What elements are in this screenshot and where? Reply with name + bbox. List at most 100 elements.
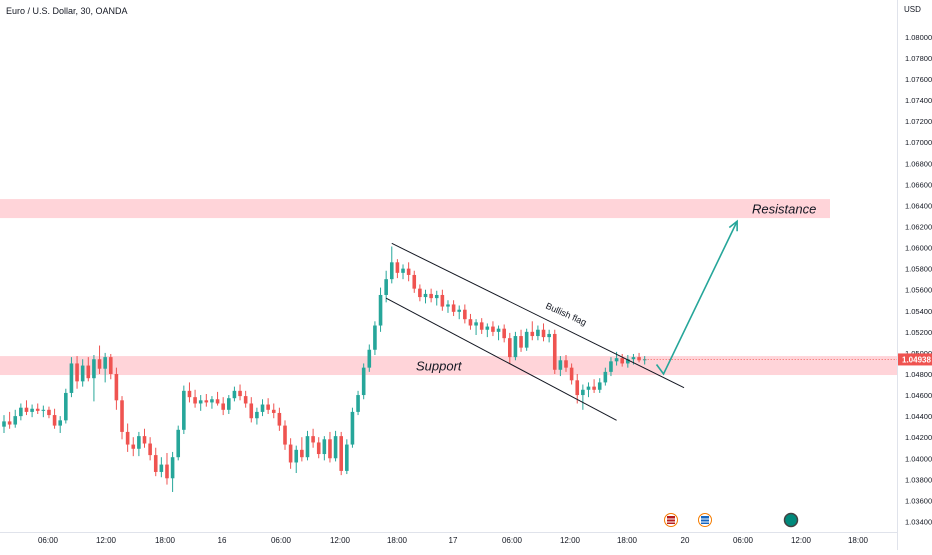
candle-body bbox=[412, 274, 417, 289]
candle-body bbox=[581, 389, 585, 396]
y-tick-label: 1.06400 bbox=[905, 201, 932, 210]
price-axis-divider bbox=[897, 0, 898, 550]
candle-body bbox=[182, 390, 186, 430]
candle-body bbox=[541, 329, 546, 338]
candle-body bbox=[637, 357, 641, 361]
candle-body bbox=[75, 363, 79, 382]
y-tick-label: 1.04400 bbox=[905, 412, 932, 421]
candle-body bbox=[609, 361, 613, 372]
us-flag-icon[interactable] bbox=[664, 513, 678, 527]
last-price-tag bbox=[898, 353, 932, 366]
candle-body bbox=[153, 455, 158, 472]
candle-body bbox=[468, 319, 473, 326]
candle-body bbox=[7, 421, 12, 425]
candle-body bbox=[508, 338, 512, 358]
candle-body bbox=[120, 400, 124, 432]
candle-body bbox=[30, 408, 34, 412]
y-tick-label: 1.08000 bbox=[905, 33, 932, 42]
candle-body bbox=[536, 329, 540, 337]
y-tick-label: 1.03600 bbox=[905, 496, 932, 505]
bullish-flag-label: Bullish flag bbox=[544, 301, 588, 328]
candle-body bbox=[434, 294, 439, 299]
candle-body bbox=[97, 359, 102, 369]
candle-body bbox=[592, 386, 596, 390]
candle-body bbox=[311, 436, 315, 443]
candle-body bbox=[41, 409, 46, 411]
candle-body bbox=[519, 336, 523, 348]
candle-body bbox=[108, 357, 113, 374]
y-tick-label: 1.05000 bbox=[905, 349, 932, 358]
candle-body bbox=[249, 403, 254, 419]
candle-body bbox=[423, 293, 428, 298]
candle-body bbox=[603, 371, 608, 383]
candle-body bbox=[530, 331, 535, 337]
candle-body bbox=[266, 404, 270, 410]
x-tick-label: 06:00 bbox=[271, 536, 292, 545]
flag-fill bbox=[667, 516, 675, 524]
y-tick-label: 1.06800 bbox=[905, 159, 932, 168]
candle-body bbox=[221, 403, 225, 410]
support-zone bbox=[0, 356, 897, 376]
y-tick-label: 1.05400 bbox=[905, 307, 932, 316]
candle-body bbox=[305, 436, 310, 458]
projection-arrow-head bbox=[728, 219, 738, 232]
earnings-circle bbox=[783, 512, 799, 528]
y-tick-label: 1.07600 bbox=[905, 75, 932, 84]
candle-body bbox=[92, 359, 96, 379]
y-tick-label: 1.07800 bbox=[905, 54, 932, 63]
support-label: Support bbox=[416, 359, 463, 374]
resistance-label: Resistance bbox=[752, 202, 816, 217]
x-tick-label: 18:00 bbox=[155, 536, 176, 545]
candle-body bbox=[597, 382, 602, 390]
candle-body bbox=[502, 328, 506, 339]
candle-body bbox=[356, 395, 360, 412]
candle-body bbox=[198, 400, 203, 404]
candle-body bbox=[294, 449, 299, 463]
earnings-icon[interactable] bbox=[783, 512, 799, 528]
x-tick-label: 06:00 bbox=[38, 536, 59, 545]
candle-body bbox=[277, 412, 282, 426]
candle-body bbox=[165, 464, 169, 479]
y-tick-label: 1.07200 bbox=[905, 117, 932, 126]
y-tick-label: 1.03400 bbox=[905, 517, 932, 526]
candle-body bbox=[446, 304, 450, 307]
candle-body bbox=[187, 390, 192, 398]
x-tick-label: 18:00 bbox=[848, 536, 869, 545]
candle-body bbox=[69, 363, 74, 393]
candle-body bbox=[389, 262, 394, 280]
candle-body bbox=[52, 415, 57, 426]
candle-body bbox=[463, 309, 467, 320]
candle-body bbox=[210, 399, 214, 403]
candle-body bbox=[401, 268, 405, 273]
candle-body bbox=[564, 360, 568, 368]
candle-body bbox=[496, 328, 501, 332]
candle-body bbox=[552, 333, 557, 370]
candle-body bbox=[547, 333, 551, 338]
flag-fill bbox=[701, 516, 709, 524]
chart-title: Euro / U.S. Dollar, 30, OANDA bbox=[6, 6, 128, 16]
candles-layer bbox=[2, 246, 647, 492]
candle-body bbox=[614, 358, 619, 362]
candle-body bbox=[80, 365, 85, 382]
y-tick-label: 1.06200 bbox=[905, 222, 932, 231]
candle-body bbox=[204, 400, 209, 403]
candle-body bbox=[142, 436, 147, 444]
candle-body bbox=[513, 336, 518, 358]
x-tick-label: 06:00 bbox=[502, 536, 523, 545]
eu-flag-icon[interactable] bbox=[698, 513, 712, 527]
y-tick-label: 1.06600 bbox=[905, 180, 932, 189]
candle-body bbox=[103, 357, 107, 369]
candle-body bbox=[491, 326, 495, 332]
candle-body bbox=[232, 390, 237, 399]
candle-body bbox=[114, 373, 119, 401]
candle-body bbox=[524, 331, 529, 348]
y-tick-label: 1.06000 bbox=[905, 244, 932, 253]
candle-body bbox=[159, 464, 164, 472]
candle-body bbox=[406, 268, 411, 275]
candle-body bbox=[215, 399, 220, 404]
candle-body bbox=[238, 390, 242, 397]
candle-body bbox=[19, 407, 23, 417]
y-tick-label: 1.07400 bbox=[905, 96, 932, 105]
